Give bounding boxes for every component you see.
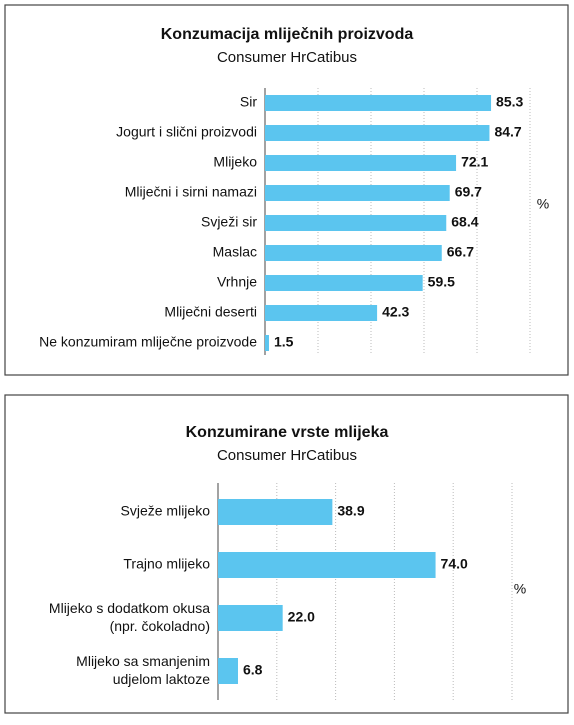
axis-unit: % [514,581,526,597]
bar [265,125,490,141]
category-label: Svježe mlijeko [121,503,211,519]
bar [265,215,447,231]
bar [265,185,450,201]
bar [265,305,378,321]
chart-subtitle: Consumer HrCatibus [217,49,357,66]
chart-title: Konzumacija mliječnih proizvoda [161,26,414,43]
value-label: 85.3 [496,94,523,110]
value-label: 38.9 [337,503,364,519]
value-label: 1.5 [274,334,294,350]
panel [4,4,569,376]
category-label: Maslac [213,244,257,260]
category-label: Mliječni i sirni namazi [125,184,257,200]
bar [218,552,436,578]
panel [4,394,569,714]
value-label: 84.7 [494,124,521,140]
category-label: Mliječni deserti [164,304,257,320]
category-label: Trajno mlijeko [123,556,210,572]
value-label: 72.1 [461,154,488,170]
category-label: Ne konzumiram mliječne proizvode [39,334,257,350]
bar [265,245,442,261]
value-label: 74.0 [441,556,468,572]
value-label: 69.7 [455,184,482,200]
chart-title: Konzumirane vrste mlijeka [186,424,389,441]
bar [265,335,269,351]
category-label: Jogurt i slični proizvodi [116,124,257,140]
bar [265,155,457,171]
value-label: 59.5 [428,274,455,290]
bar [218,499,333,525]
bar [218,658,238,684]
value-label: 66.7 [447,244,474,260]
value-label: 42.3 [382,304,409,320]
bar [265,95,492,111]
chart-subtitle: Consumer HrCatibus [217,447,357,464]
value-label: 22.0 [288,609,315,625]
axis-unit: % [537,196,549,212]
bar [265,275,423,291]
category-label: Svježi sir [201,214,257,230]
category-label: Mlijeko [213,154,257,170]
value-label: 68.4 [451,214,478,230]
category-label: Sir [240,94,257,110]
category-label: Mlijeko s dodatkom okusa (npr. čokoladno) [49,600,210,634]
bar [218,605,283,631]
category-label: Mlijeko sa smanjenim udjelom laktoze [76,653,210,687]
value-label: 6.8 [243,662,263,678]
category-label: Vrhnje [217,274,257,290]
